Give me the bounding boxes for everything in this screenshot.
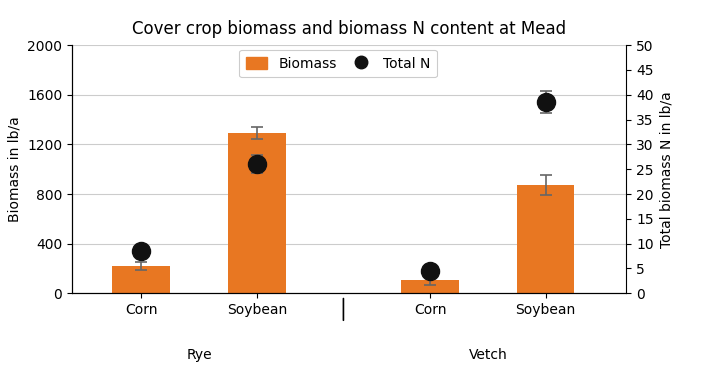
Legend: Biomass, Total N: Biomass, Total N	[240, 50, 437, 77]
Bar	[228, 133, 286, 293]
Title: Cover crop biomass and biomass N content at Mead: Cover crop biomass and biomass N content…	[132, 20, 566, 38]
Y-axis label: Total biomass N in lb/a: Total biomass N in lb/a	[660, 91, 673, 247]
Y-axis label: Biomass in lb/a: Biomass in lb/a	[7, 116, 22, 222]
Bar	[401, 280, 459, 293]
Bar	[112, 266, 170, 293]
Bar	[517, 185, 575, 293]
Text: Rye: Rye	[186, 348, 212, 362]
Text: Vetch: Vetch	[469, 348, 507, 362]
